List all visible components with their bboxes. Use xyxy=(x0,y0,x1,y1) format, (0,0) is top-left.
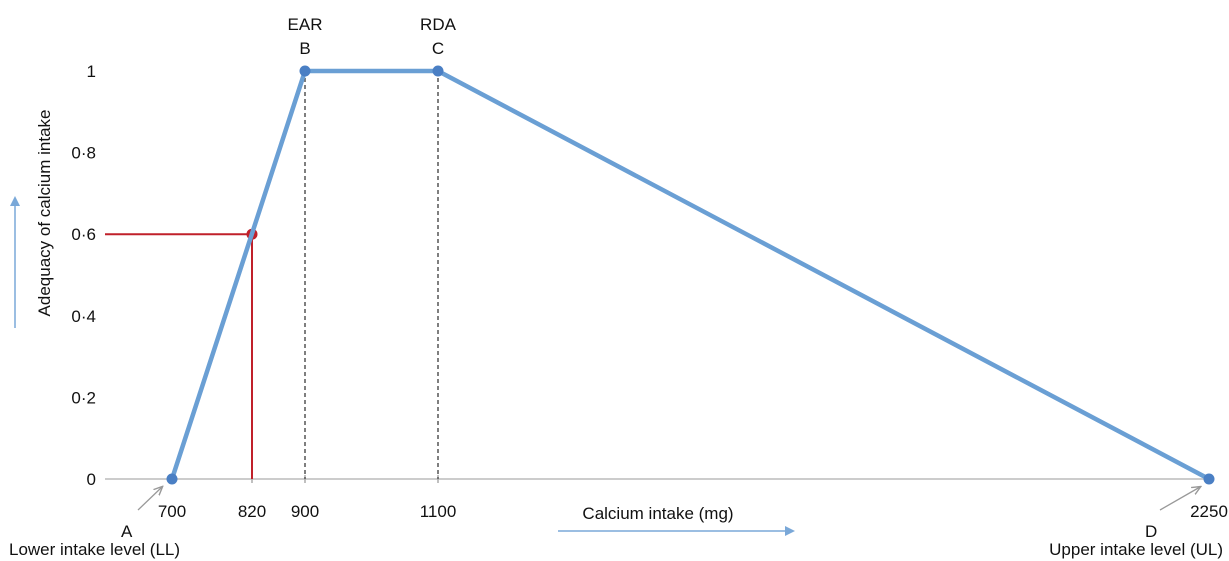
point-label-top: EAR xyxy=(288,15,323,34)
x-axis-label: Calcium intake (mg) xyxy=(582,504,733,523)
annotation-d-letter: D xyxy=(1145,522,1157,541)
y-tick-label: 0·4 xyxy=(71,307,96,326)
annotation-upper-intake-level: Upper intake level (UL) xyxy=(1049,540,1223,559)
x-tick-label: 2250 xyxy=(1190,502,1228,521)
point-label-letter: C xyxy=(432,39,444,58)
data-point xyxy=(432,65,444,77)
x-tick-label: 820 xyxy=(238,502,266,521)
x-tick-label: 1100 xyxy=(420,502,457,521)
guide-lines xyxy=(304,71,439,479)
y-ticks: 0 0·2 0·4 0·6 0·8 1 xyxy=(71,62,96,489)
series-line xyxy=(169,68,1211,481)
highlight-group xyxy=(105,228,258,479)
x-tick-label: 700 xyxy=(158,502,186,521)
point-labels: EAR B RDA C xyxy=(288,15,457,58)
annotation-a-letter: A xyxy=(121,522,133,541)
data-point xyxy=(166,473,178,485)
y-axis-label: Adequacy of calcium intake xyxy=(35,110,54,317)
series-group xyxy=(166,65,1215,485)
y-tick-label: 0 xyxy=(87,470,96,489)
annotation-d-arrow xyxy=(1159,487,1200,511)
data-point xyxy=(1203,473,1215,485)
x-tick-label: 900 xyxy=(291,502,319,521)
y-tick-label: 0·2 xyxy=(71,388,96,407)
y-tick-label: 0·8 xyxy=(71,144,96,163)
annotation-lower-intake-level: Lower intake level (LL) xyxy=(9,540,180,559)
data-point xyxy=(299,65,311,77)
x-ticks: 700 820 900 1100 2250 xyxy=(158,475,1228,521)
point-label-top: RDA xyxy=(420,15,457,34)
y-tick-label: 0·6 xyxy=(71,225,96,244)
point-label-letter: B xyxy=(299,39,310,58)
annotation-a-arrow xyxy=(137,487,162,511)
y-tick-label: 1 xyxy=(87,62,96,81)
